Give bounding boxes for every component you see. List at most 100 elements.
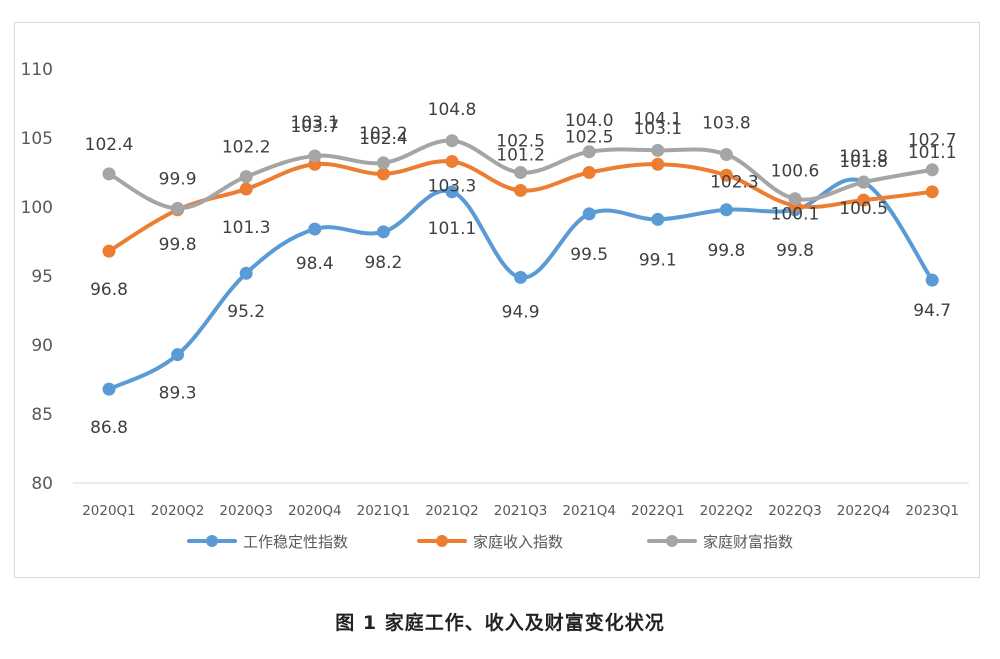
line-chart: 80 85 90 95 100 105 110 2020Q1 2020Q2 2020Q3 2020Q… bbox=[21, 60, 969, 551]
data-point bbox=[514, 270, 528, 284]
data-label: 99.8 bbox=[707, 241, 745, 261]
data-label: 101.1 bbox=[428, 219, 477, 239]
data-label: 99.1 bbox=[639, 250, 677, 270]
data-label: 103.1 bbox=[633, 119, 682, 139]
x-tick-label: 2021Q4 bbox=[562, 503, 616, 519]
x-tick-label: 2020Q1 bbox=[82, 503, 136, 519]
data-point bbox=[102, 382, 116, 396]
data-point bbox=[308, 149, 322, 163]
data-point bbox=[925, 185, 939, 199]
data-label: 99.8 bbox=[776, 241, 814, 261]
data-label: 101.2 bbox=[496, 145, 545, 165]
data-point bbox=[376, 225, 390, 239]
data-point bbox=[651, 143, 665, 157]
data-point bbox=[376, 156, 390, 170]
data-point bbox=[582, 145, 596, 159]
x-tick-label: 2022Q1 bbox=[631, 503, 685, 519]
data-label: 100.6 bbox=[771, 162, 820, 182]
data-label: 96.8 bbox=[90, 280, 128, 300]
legend-label: 家庭财富指数 bbox=[703, 533, 793, 551]
data-label: 101.8 bbox=[839, 152, 888, 172]
y-tick-label: 105 bbox=[21, 129, 53, 149]
data-label: 89.3 bbox=[159, 384, 197, 404]
data-label: 101.1 bbox=[908, 143, 957, 163]
y-tick-label: 95 bbox=[31, 267, 53, 287]
data-label: 104.8 bbox=[428, 100, 477, 120]
data-point bbox=[445, 134, 459, 148]
data-point bbox=[651, 212, 665, 226]
data-label: 104.1 bbox=[633, 109, 682, 129]
data-point bbox=[445, 154, 459, 168]
data-label: 102.3 bbox=[710, 172, 759, 192]
data-label: 103.7 bbox=[290, 117, 339, 137]
legend-swatch-marker bbox=[436, 535, 448, 547]
x-tick-label: 2022Q2 bbox=[700, 503, 754, 519]
data-point bbox=[514, 183, 528, 197]
data-point bbox=[582, 207, 596, 221]
data-point bbox=[239, 170, 253, 184]
data-label: 102.2 bbox=[222, 138, 271, 158]
data-label: 103.8 bbox=[702, 114, 751, 134]
data-label: 103.1 bbox=[290, 113, 339, 133]
y-tick-label: 90 bbox=[31, 336, 53, 356]
data-label: 98.2 bbox=[364, 253, 402, 273]
x-tick-label: 2022Q3 bbox=[768, 503, 822, 519]
data-point bbox=[171, 348, 185, 362]
data-point bbox=[308, 222, 322, 236]
data-point bbox=[102, 167, 116, 181]
figure-caption: 图 1 家庭工作、收入及财富变化状况 bbox=[335, 612, 665, 634]
data-label: 102.4 bbox=[359, 129, 408, 149]
x-tick-label: 2021Q1 bbox=[357, 503, 411, 519]
y-tick-label: 100 bbox=[21, 198, 53, 218]
y-tick-label: 110 bbox=[21, 60, 53, 80]
data-point bbox=[788, 192, 802, 206]
y-tick-label: 80 bbox=[31, 474, 53, 494]
data-point bbox=[376, 167, 390, 181]
data-point bbox=[171, 201, 185, 215]
y-tick-label: 85 bbox=[31, 405, 53, 425]
data-point bbox=[719, 203, 733, 217]
legend-swatch-marker bbox=[206, 535, 218, 547]
data-point bbox=[719, 168, 733, 182]
data-label: 100.5 bbox=[839, 199, 888, 219]
data-point bbox=[102, 244, 116, 258]
data-label: 102.7 bbox=[908, 131, 957, 151]
data-label: 100.1 bbox=[771, 205, 820, 225]
data-label: 99.8 bbox=[159, 235, 197, 255]
data-label: 94.7 bbox=[913, 301, 951, 321]
data-label: 102.4 bbox=[85, 135, 134, 155]
data-label: 101.3 bbox=[222, 218, 271, 238]
data-point bbox=[719, 148, 733, 162]
x-tick-label: 2021Q3 bbox=[494, 503, 548, 519]
data-point bbox=[651, 157, 665, 171]
data-point bbox=[582, 166, 596, 179]
data-label: 95.2 bbox=[227, 302, 265, 322]
data-label: 103.3 bbox=[428, 176, 477, 196]
data-label: 94.9 bbox=[502, 302, 540, 322]
x-tick-label: 2023Q1 bbox=[905, 503, 959, 519]
data-point bbox=[925, 273, 939, 287]
legend-swatch-marker bbox=[666, 535, 678, 547]
data-label: 104.0 bbox=[565, 111, 614, 131]
chart-frame: 80 85 90 95 100 105 110 2020Q1 2020Q2 2020Q3 2020Q… bbox=[14, 22, 980, 578]
data-point bbox=[925, 163, 939, 177]
data-point bbox=[514, 166, 528, 179]
x-tick-label: 2021Q2 bbox=[425, 503, 479, 519]
x-tick-label: 2020Q2 bbox=[151, 503, 205, 519]
data-label: 103.2 bbox=[359, 124, 408, 144]
data-label: 86.8 bbox=[90, 418, 128, 438]
x-tick-label: 2020Q3 bbox=[219, 503, 273, 519]
x-tick-label: 2020Q4 bbox=[288, 503, 342, 519]
legend-label: 家庭收入指数 bbox=[473, 533, 563, 551]
data-point bbox=[857, 175, 871, 189]
data-label: 102.5 bbox=[496, 132, 545, 152]
data-point bbox=[857, 193, 871, 207]
data-point bbox=[239, 182, 253, 196]
data-label: 99.9 bbox=[159, 169, 197, 189]
data-label: 98.4 bbox=[296, 254, 334, 274]
data-point bbox=[239, 266, 253, 280]
legend-label: 工作稳定性指数 bbox=[243, 533, 348, 551]
data-label: 102.5 bbox=[565, 128, 614, 148]
data-label: 101.8 bbox=[839, 147, 888, 167]
x-tick-label: 2022Q4 bbox=[837, 503, 891, 519]
